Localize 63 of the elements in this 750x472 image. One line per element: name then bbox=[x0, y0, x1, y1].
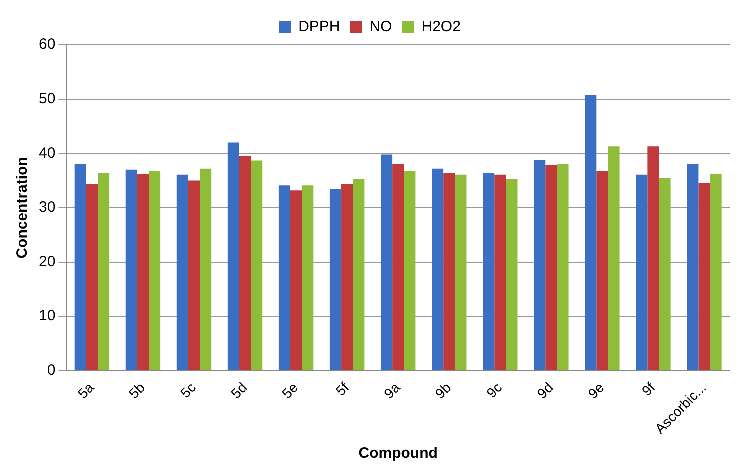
bar bbox=[278, 186, 291, 370]
bar bbox=[302, 186, 314, 370]
bar bbox=[392, 164, 404, 370]
bar bbox=[546, 165, 558, 370]
x-tick-label: 5b bbox=[126, 379, 148, 402]
legend-label: DPPH bbox=[298, 18, 340, 36]
y-tick-label: 10 bbox=[38, 308, 56, 325]
x-tick-label: 9d bbox=[534, 379, 556, 402]
bar bbox=[404, 172, 416, 370]
x-tick-label: 9b bbox=[432, 379, 454, 402]
bar bbox=[596, 171, 608, 370]
bar bbox=[86, 184, 98, 370]
bar bbox=[239, 156, 252, 370]
y-tick-label: 60 bbox=[38, 36, 56, 54]
legend-label: H2O2 bbox=[422, 18, 461, 36]
y-tick-label: 50 bbox=[38, 90, 56, 108]
x-tick-label: 9a bbox=[380, 379, 404, 402]
bar bbox=[330, 188, 342, 370]
y-tick-label: 30 bbox=[38, 199, 56, 216]
bar bbox=[380, 154, 393, 370]
bar bbox=[506, 179, 518, 370]
x-axis-title: Compound bbox=[358, 445, 438, 462]
x-tick-label: 9e bbox=[584, 379, 608, 402]
x-tick-label: 5d bbox=[228, 379, 250, 402]
bar bbox=[188, 180, 200, 370]
bar bbox=[176, 174, 188, 370]
x-tick-label: 5e bbox=[278, 379, 302, 402]
bar bbox=[74, 164, 86, 370]
bar bbox=[710, 174, 722, 370]
y-tick-label: 0 bbox=[47, 362, 56, 380]
y-tick-label: 40 bbox=[38, 144, 56, 162]
x-tick-label: 5c bbox=[177, 379, 200, 402]
bar bbox=[534, 160, 546, 370]
bar bbox=[698, 184, 710, 370]
x-tick-label: 9f bbox=[638, 379, 658, 399]
bar bbox=[648, 146, 660, 370]
bar bbox=[149, 171, 161, 370]
bar bbox=[290, 190, 302, 370]
bar bbox=[200, 168, 212, 370]
x-tick-label: 9c bbox=[483, 379, 506, 402]
bar bbox=[432, 168, 444, 370]
bar bbox=[342, 184, 354, 370]
legend-label: NO bbox=[370, 18, 392, 36]
bar bbox=[608, 146, 620, 370]
bar bbox=[251, 160, 263, 370]
y-axis-title: Concentration bbox=[14, 157, 32, 259]
bar bbox=[585, 96, 597, 370]
bar bbox=[483, 173, 495, 370]
bar bbox=[557, 164, 569, 370]
bar bbox=[659, 178, 671, 370]
bar bbox=[98, 173, 110, 370]
x-tick-label: 5a bbox=[74, 379, 98, 402]
bar bbox=[228, 142, 240, 370]
bar bbox=[687, 164, 699, 370]
x-tick-label: 5f bbox=[332, 379, 352, 399]
bar bbox=[137, 174, 150, 370]
bar bbox=[126, 170, 138, 370]
y-tick-label: 20 bbox=[38, 253, 56, 270]
bar bbox=[455, 174, 467, 370]
bar bbox=[494, 174, 506, 370]
bar bbox=[636, 174, 648, 370]
bar bbox=[353, 179, 365, 370]
bar bbox=[444, 173, 456, 370]
